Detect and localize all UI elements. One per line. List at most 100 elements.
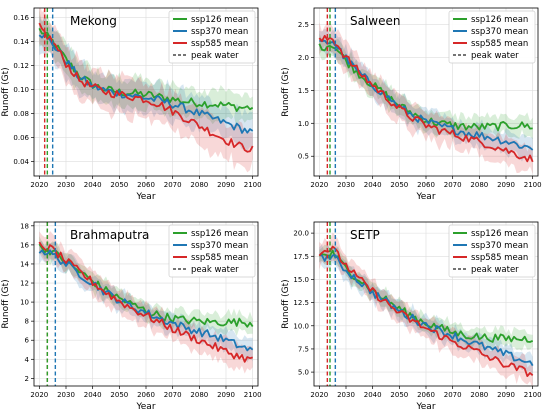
y-tick-label: 0.14 — [13, 38, 29, 46]
legend-entry: ssp126 mean — [471, 229, 528, 239]
x-tick-label: 2040 — [364, 181, 382, 189]
legend-entry: ssp585 mean — [191, 39, 248, 49]
series-line-ssp126 — [318, 43, 533, 132]
x-tick-label: 2060 — [137, 391, 155, 399]
y-tick-label: 10 — [20, 299, 29, 307]
y-tick-label: 0.12 — [13, 62, 29, 70]
x-tick-label: 2080 — [190, 181, 208, 189]
uncertainty-band-ssp585 — [39, 231, 253, 374]
legend-entry: ssp370 mean — [191, 27, 248, 37]
y-tick-label: 18 — [20, 222, 29, 230]
series-line-ssp370 — [319, 39, 534, 151]
uncertainty-band-ssp126 — [39, 236, 253, 337]
x-tick-label: 2040 — [84, 391, 102, 399]
x-axis-label: Year — [415, 192, 435, 202]
y-tick-label: 15.0 — [293, 276, 309, 284]
y-tick-label: 0.16 — [13, 14, 29, 22]
legend-entry: ssp370 mean — [191, 241, 248, 251]
x-tick-label: 2070 — [444, 181, 462, 189]
uncertainty-band-ssp370 — [39, 15, 253, 151]
uncertainty-band-ssp585 — [319, 232, 533, 386]
x-tick-label: 2030 — [57, 181, 75, 189]
legend-entry: peak water — [471, 265, 519, 275]
chart-panel-setp: 2020 2030 2040 2050 2060 2070 2080 2090 2100 5.0 7… — [281, 221, 542, 412]
x-axis-label: Year — [135, 192, 155, 202]
x-tick-label: 2080 — [470, 181, 488, 189]
y-tick-label: 16 — [20, 241, 29, 249]
chart-panel-mekong: 2020 2030 2040 2050 2060 2070 2080 2090 2100 0.04… — [1, 7, 262, 202]
x-tick-label: 2020 — [30, 391, 48, 399]
x-tick-label: 2040 — [84, 181, 102, 189]
y-tick-label: 17.5 — [293, 253, 309, 261]
x-axis-label: Year — [415, 402, 435, 412]
x-tick-label: 2020 — [30, 181, 48, 189]
x-tick-label: 2090 — [217, 391, 235, 399]
uncertainty-band-ssp370 — [39, 240, 253, 363]
y-axis-label: Runoff (Gt) — [1, 279, 11, 328]
y-tick-label: 2 — [25, 375, 29, 383]
panel-title: Brahmaputra — [70, 228, 149, 242]
x-tick-label: 2070 — [164, 391, 182, 399]
legend-entry: peak water — [471, 51, 519, 61]
y-tick-label: 6 — [25, 337, 30, 345]
x-tick-label: 2040 — [364, 391, 382, 399]
y-tick-label: 0.10 — [13, 86, 29, 94]
x-tick-label: 2020 — [310, 391, 328, 399]
legend: ssp126 mean ssp370 mean ssp585 mean peak wa… — [168, 10, 256, 64]
x-tick-label: 2050 — [110, 181, 128, 189]
x-tick-label: 2030 — [337, 181, 355, 189]
legend-entry: ssp370 mean — [471, 27, 528, 37]
x-tick-label: 2020 — [310, 181, 328, 189]
x-tick-label: 2030 — [337, 391, 355, 399]
y-tick-label: 20.0 — [293, 230, 309, 238]
x-tick-label: 2060 — [137, 181, 155, 189]
chart-panel-brahmaputra: 2020 2030 2040 2050 2060 2070 2080 2090 2100 2 4 6 8… — [1, 221, 262, 412]
x-tick-label: 2060 — [417, 391, 435, 399]
x-tick-label: 2080 — [190, 391, 208, 399]
uncertainty-band-ssp126 — [39, 10, 253, 129]
panel-title: SETP — [350, 228, 380, 242]
legend-entry: ssp585 mean — [191, 253, 248, 263]
x-axis-label: Year — [135, 402, 155, 412]
chart-panel-salween: 2020 2030 2040 2050 2060 2070 2080 2090 2100 0.5 1… — [281, 7, 542, 202]
plot-area — [318, 222, 534, 386]
x-tick-label: 2090 — [497, 181, 515, 189]
legend-entry: ssp585 mean — [471, 253, 528, 263]
plot-area — [38, 8, 254, 176]
y-axis-label: Runoff (Gt) — [281, 67, 291, 116]
uncertainty-band-ssp370 — [319, 243, 533, 375]
legend: ssp126 mean ssp370 mean ssp585 mean peak wa… — [448, 10, 536, 64]
legend: ssp126 mean ssp370 mean ssp585 mean peak wa… — [168, 224, 256, 278]
series-line-ssp585 — [318, 245, 534, 378]
y-tick-label: 12 — [20, 280, 29, 288]
y-tick-label: 4 — [25, 356, 30, 364]
x-tick-label: 2030 — [57, 391, 75, 399]
y-tick-label: 0.04 — [13, 158, 29, 166]
x-tick-label: 2100 — [524, 391, 542, 399]
series-line-ssp370 — [38, 33, 254, 134]
legend-entry: peak water — [191, 265, 239, 275]
y-tick-label: 0.06 — [13, 134, 29, 142]
legend-entry: ssp370 mean — [471, 241, 528, 251]
series-line-ssp370 — [319, 253, 534, 367]
x-tick-label: 2090 — [217, 181, 235, 189]
y-tick-label: 0.5 — [298, 153, 309, 161]
panel-title: Salween — [350, 14, 401, 28]
legend-entry: ssp126 mean — [191, 15, 248, 25]
plot-area — [38, 222, 254, 386]
y-tick-label: 10.0 — [293, 322, 309, 330]
x-tick-label: 2080 — [470, 391, 488, 399]
y-tick-label: 5.0 — [298, 369, 309, 377]
plot-area — [318, 8, 534, 176]
legend-entry: ssp585 mean — [471, 39, 528, 49]
y-tick-label: 2.5 — [298, 21, 309, 29]
x-tick-label: 2060 — [417, 181, 435, 189]
x-tick-label: 2100 — [524, 181, 542, 189]
series-line-ssp585 — [38, 241, 253, 363]
y-tick-label: 14 — [20, 260, 29, 268]
y-tick-label: 0.08 — [13, 110, 29, 118]
x-tick-label: 2050 — [390, 391, 408, 399]
series-line-ssp585 — [318, 34, 534, 163]
legend-entry: peak water — [191, 51, 239, 61]
